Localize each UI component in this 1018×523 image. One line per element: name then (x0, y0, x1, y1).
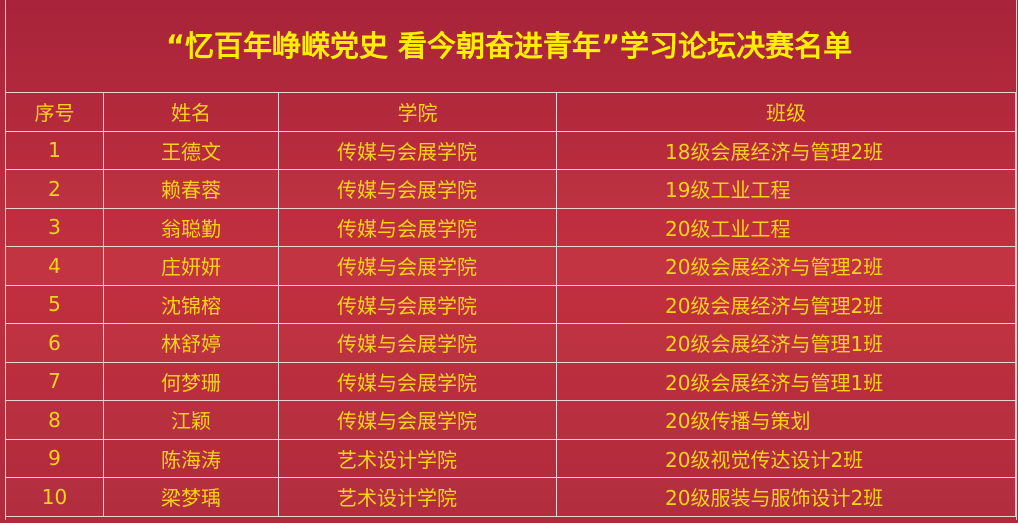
cell-name: 赖春蓉 (103, 169, 279, 209)
cell-college: 艺术设计学院 (278, 477, 557, 517)
cell-class: 20级工业工程 (556, 207, 1016, 247)
cell-index: 9 (5, 438, 104, 478)
cell-college: 传媒与会展学院 (278, 246, 557, 286)
cell-class: 19级工业工程 (556, 169, 1016, 209)
cell-class: 20级会展经济与管理2班 (556, 284, 1016, 324)
cell-college: 传媒与会展学院 (278, 400, 557, 440)
cell-class: 20级视觉传达设计2班 (556, 438, 1016, 478)
cell-index: 5 (5, 284, 104, 324)
cell-college: 传媒与会展学院 (278, 323, 557, 363)
cell-name: 沈锦榕 (103, 284, 279, 324)
cell-class: 20级会展经济与管理1班 (556, 323, 1016, 363)
table-row: 2 赖春蓉 传媒与会展学院 19级工业工程 (5, 169, 1016, 209)
cell-college: 传媒与会展学院 (278, 207, 557, 247)
cell-class: 20级传播与策划 (556, 400, 1016, 440)
table-row: 3 翁聪勤 传媒与会展学院 20级工业工程 (5, 207, 1016, 247)
cell-name: 梁梦瑀 (103, 477, 279, 517)
cell-college: 传媒与会展学院 (278, 130, 557, 170)
cell-index: 8 (5, 400, 104, 440)
finalist-table: 序号 姓名 学院 班级 1 王德文 传媒与会展学院 18级会展经济与管理2班 2 赖春蓉传… (5, 92, 1016, 517)
cell-index: 10 (5, 477, 104, 517)
cell-name: 陈海涛 (103, 438, 279, 478)
cell-class: 20级会展经济与管理1班 (556, 361, 1016, 401)
header-index: 序号 (5, 92, 104, 132)
table-row: 5 沈锦榕 传媒与会展学院 20级会展经济与管理2班 (5, 284, 1016, 324)
cell-name: 林舒婷 (103, 323, 279, 363)
cell-name: 江颖 (103, 400, 279, 440)
cell-name: 翁聪勤 (103, 207, 279, 247)
page-title: “忆百年峥嵘党史 看今朝奋进青年”学习论坛决赛名单 (165, 29, 853, 63)
table-row: 6 林舒婷 传媒与会展学院 20级会展经济与管理1班 (5, 323, 1016, 363)
cell-name: 何梦珊 (103, 361, 279, 401)
header-college: 学院 (278, 92, 557, 132)
table-row: 4 庄妍妍 传媒与会展学院 20级会展经济与管理2班 (5, 246, 1016, 286)
table-row: 8 江颖 传媒与会展学院 20级传播与策划 (5, 400, 1016, 440)
cell-index: 1 (5, 130, 104, 170)
cell-college: 传媒与会展学院 (278, 284, 557, 324)
cell-college: 传媒与会展学院 (278, 361, 557, 401)
header-row: 序号 姓名 学院 班级 (5, 92, 1016, 132)
cell-college: 传媒与会展学院 (278, 169, 557, 209)
cell-name: 庄妍妍 (103, 246, 279, 286)
cell-name: 王德文 (103, 130, 279, 170)
cell-college: 艺术设计学院 (278, 438, 557, 478)
cell-index: 6 (5, 323, 104, 363)
cell-index: 4 (5, 246, 104, 286)
table-row: 10 梁梦瑀 艺术设计学院 20级服装与服饰设计2班 (5, 477, 1016, 517)
cell-index: 7 (5, 361, 104, 401)
cell-class: 18级会展经济与管理2班 (556, 130, 1016, 170)
cell-class: 20级会展经济与管理2班 (556, 246, 1016, 286)
table-row: 1 王德文 传媒与会展学院 18级会展经济与管理2班 (5, 130, 1016, 170)
cell-index: 2 (5, 169, 104, 209)
table-row: 9 陈海涛 艺术设计学院 20级视觉传达设计2班 (5, 438, 1016, 478)
table-row: 7 何梦珊 传媒与会展学院 20级会展经济与管理1班 (5, 361, 1016, 401)
header-class: 班级 (556, 92, 1016, 132)
cell-class: 20级服装与服饰设计2班 (556, 477, 1016, 517)
header-name: 姓名 (103, 92, 279, 132)
cell-index: 3 (5, 207, 104, 247)
